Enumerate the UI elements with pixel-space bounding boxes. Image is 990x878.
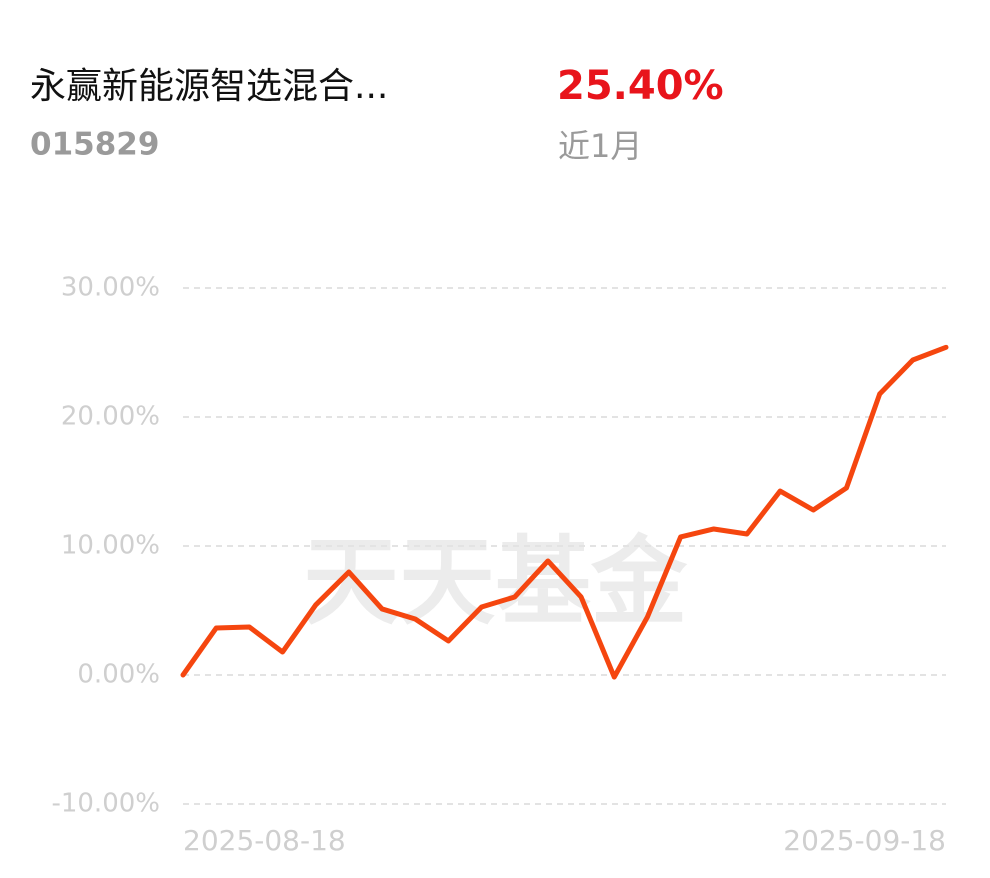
- period: 近1月: [558, 127, 642, 165]
- fund-name: 永赢新能源智选混合...: [30, 66, 388, 107]
- y-tick-label: 20.00%: [61, 402, 160, 432]
- y-tick-label: -10.00%: [51, 789, 160, 819]
- y-tick-label: 10.00%: [61, 531, 160, 561]
- y-tick-label: 0.00%: [77, 660, 160, 690]
- x-tick-label: 2025-08-18: [183, 824, 346, 857]
- data-line: [180, 344, 949, 680]
- x-tick-label: 2025-09-18: [783, 824, 946, 857]
- fund-code: 015829: [30, 127, 159, 163]
- fund-return: 25.40%: [557, 63, 724, 109]
- y-tick-label: 30.00%: [61, 273, 160, 303]
- watermark: 天天基金: [303, 525, 688, 638]
